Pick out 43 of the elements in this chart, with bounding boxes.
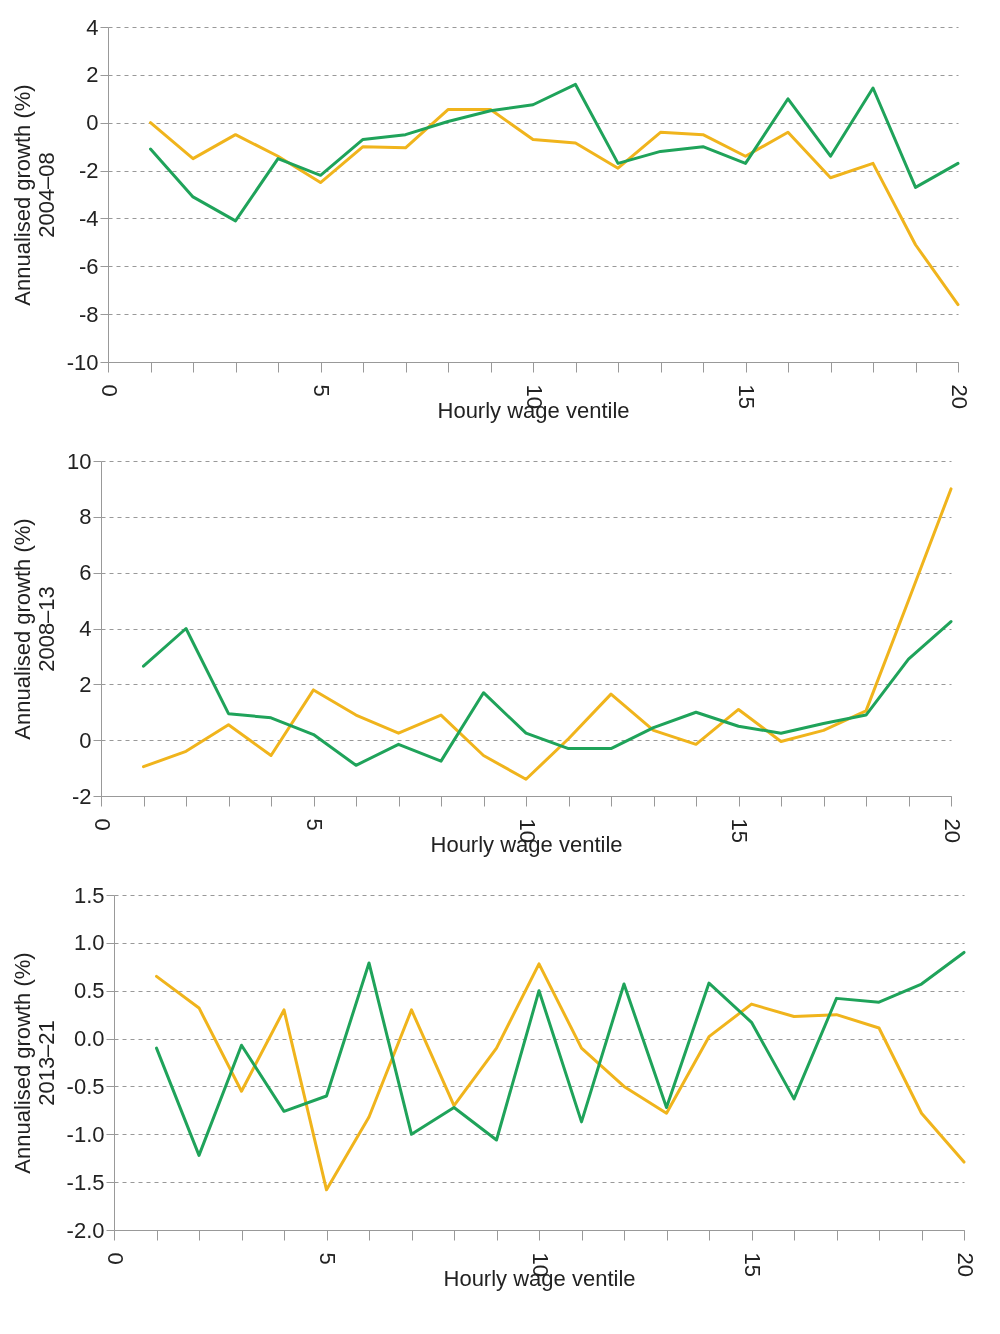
x-tick-label: 0 xyxy=(96,384,122,397)
x-tick-label: 15 xyxy=(740,1252,765,1277)
x-tick-label: 15 xyxy=(734,384,759,409)
y-tick-label: 0 xyxy=(79,727,92,753)
y-axis-title: Annualised growth (%) 2004–08 xyxy=(9,84,59,306)
y-tick-label: -10 xyxy=(66,349,99,375)
x-tick-label: 15 xyxy=(727,818,752,843)
line-series xyxy=(155,962,966,1192)
line-series xyxy=(155,950,966,1157)
y-tick-label: 4 xyxy=(79,616,92,641)
x-tick-label: 5 xyxy=(309,384,334,397)
x-tick-label: 20 xyxy=(946,384,972,409)
y-axis-title: Annualised growth (%) 2013–21 xyxy=(9,952,59,1174)
y-tick-label: 8 xyxy=(79,504,92,530)
line-series xyxy=(142,620,953,767)
y-tick-label: -0.5 xyxy=(66,1073,105,1099)
x-tick-label: 20 xyxy=(939,818,965,843)
x-tick-label: 0 xyxy=(102,1252,128,1265)
x-tick-label: 5 xyxy=(302,818,327,831)
y-tick-label: 0 xyxy=(86,110,99,136)
y-tick-label: -2 xyxy=(78,158,99,184)
line-series xyxy=(142,487,953,781)
y-axis-title: Annualised growth (%) 2008–13 xyxy=(10,518,60,740)
x-tick-label: 5 xyxy=(315,1252,340,1265)
line-series xyxy=(149,82,960,223)
y-tick-label: 6 xyxy=(79,560,92,586)
y-tick-label: -2.0 xyxy=(66,1217,105,1243)
y-tick-label: -8 xyxy=(78,301,99,327)
y-tick-label: -1.5 xyxy=(66,1169,105,1195)
line-series xyxy=(149,108,960,307)
y-tick-label: 2 xyxy=(86,62,99,88)
y-tick-label: 1.0 xyxy=(73,930,105,956)
x-tick-label: 20 xyxy=(952,1252,978,1277)
y-tick-label: -4 xyxy=(78,205,99,231)
y-tick-label: 10 xyxy=(67,448,92,474)
y-tick-label: 1.5 xyxy=(73,882,105,908)
y-tick-label: -2 xyxy=(71,783,92,809)
y-tick-label: 4 xyxy=(86,14,99,40)
y-tick-label: 0.5 xyxy=(73,978,105,1004)
y-tick-label: -6 xyxy=(78,253,99,279)
y-tick-label: 2 xyxy=(79,671,92,697)
y-tick-label: -1.0 xyxy=(66,1121,105,1147)
y-tick-label: 0.0 xyxy=(73,1026,105,1052)
